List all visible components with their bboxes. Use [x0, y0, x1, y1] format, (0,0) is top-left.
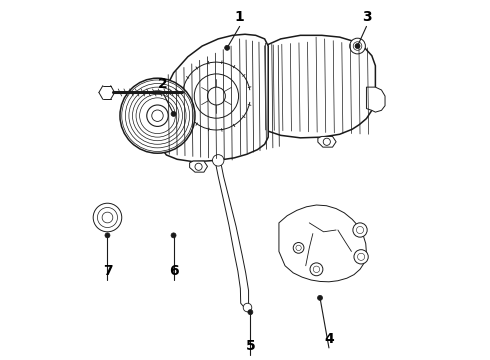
- Text: 2: 2: [158, 77, 168, 91]
- Circle shape: [195, 163, 202, 170]
- Circle shape: [129, 87, 186, 144]
- Polygon shape: [258, 35, 375, 138]
- Circle shape: [207, 87, 225, 105]
- Circle shape: [313, 266, 319, 273]
- Circle shape: [125, 84, 190, 148]
- Polygon shape: [215, 158, 248, 310]
- Polygon shape: [161, 34, 268, 161]
- Polygon shape: [279, 205, 367, 282]
- Polygon shape: [318, 136, 336, 147]
- Circle shape: [310, 263, 323, 276]
- Polygon shape: [367, 87, 385, 112]
- Circle shape: [296, 245, 301, 251]
- Circle shape: [356, 44, 359, 48]
- Circle shape: [194, 74, 239, 118]
- Circle shape: [224, 45, 230, 50]
- Circle shape: [105, 233, 110, 238]
- Circle shape: [213, 155, 224, 166]
- Circle shape: [147, 105, 168, 126]
- Circle shape: [102, 212, 113, 223]
- Circle shape: [350, 38, 366, 54]
- Circle shape: [318, 296, 322, 300]
- Circle shape: [136, 94, 179, 137]
- Circle shape: [356, 226, 364, 234]
- Circle shape: [122, 80, 193, 152]
- Circle shape: [323, 138, 330, 145]
- Circle shape: [353, 223, 367, 237]
- Circle shape: [152, 110, 163, 121]
- Text: 6: 6: [169, 264, 178, 278]
- Text: 4: 4: [324, 332, 334, 346]
- Circle shape: [93, 203, 122, 232]
- Text: 5: 5: [245, 339, 255, 353]
- Circle shape: [248, 310, 253, 315]
- Circle shape: [171, 233, 176, 238]
- Circle shape: [353, 42, 362, 50]
- Text: 7: 7: [103, 264, 112, 278]
- Circle shape: [120, 78, 195, 153]
- Circle shape: [140, 98, 175, 134]
- Circle shape: [243, 303, 252, 312]
- Text: 3: 3: [362, 10, 371, 24]
- Text: 1: 1: [235, 10, 245, 24]
- Circle shape: [355, 44, 360, 49]
- Circle shape: [354, 249, 368, 264]
- Circle shape: [171, 111, 176, 116]
- Circle shape: [358, 253, 365, 260]
- Circle shape: [132, 91, 182, 141]
- Circle shape: [98, 207, 118, 228]
- Polygon shape: [190, 161, 207, 172]
- Circle shape: [293, 243, 304, 253]
